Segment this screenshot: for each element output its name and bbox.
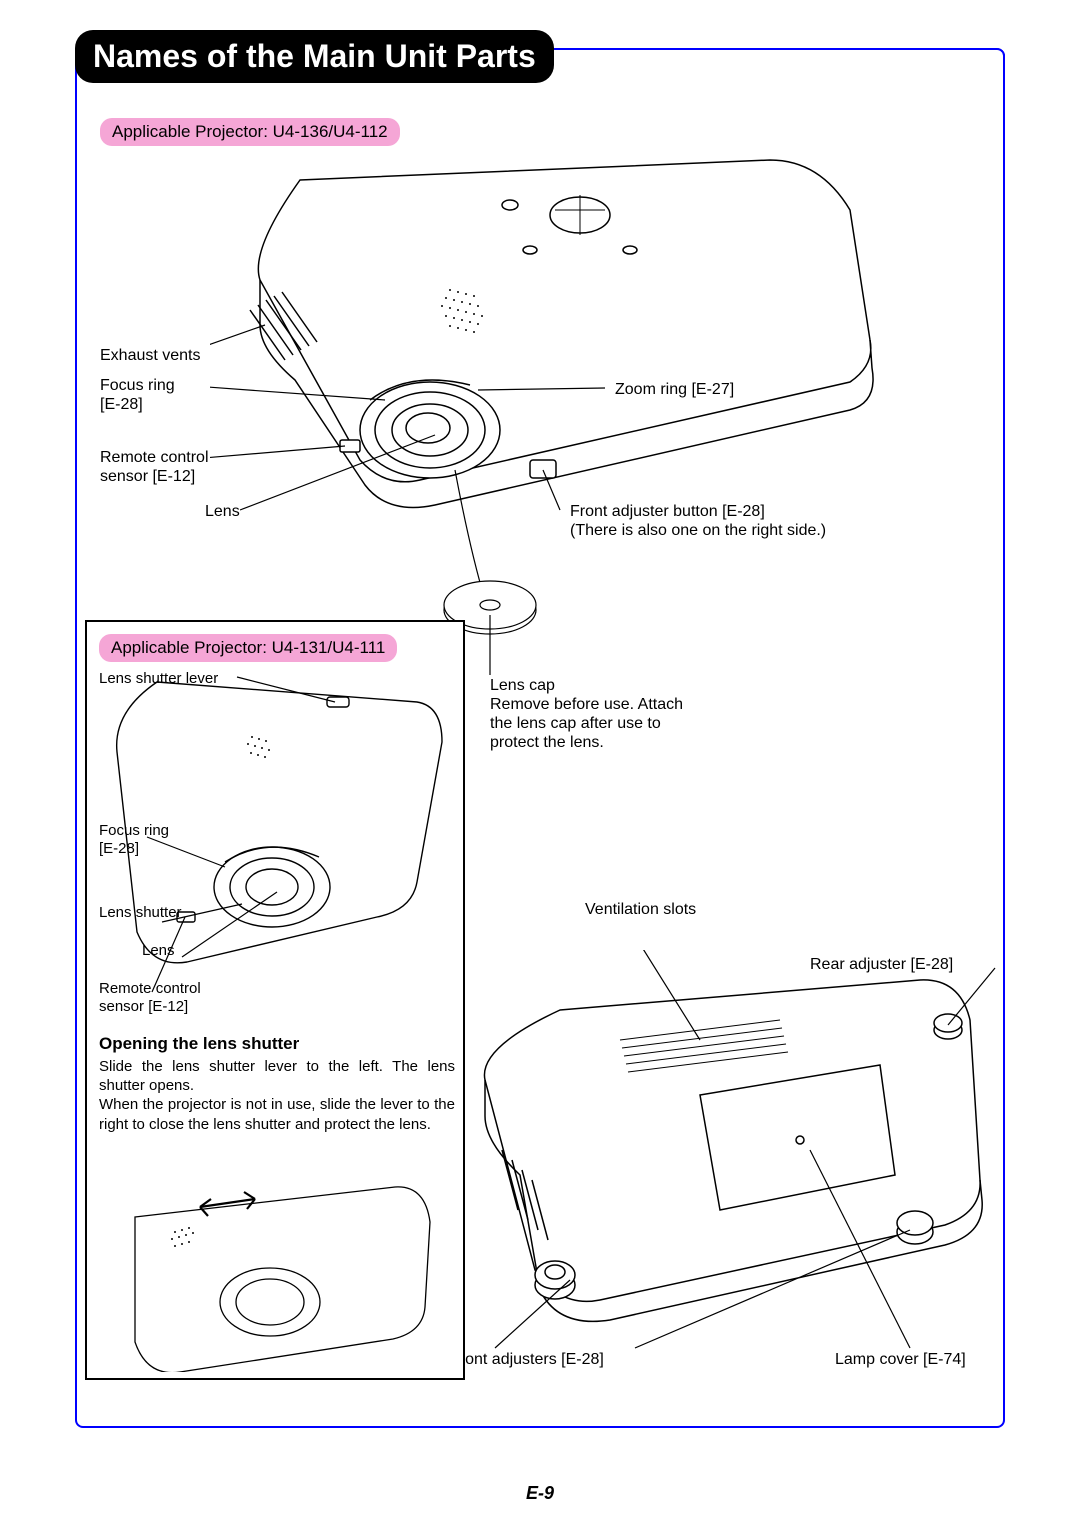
label-remote-sensor-1: Remote control bbox=[100, 448, 209, 468]
label-front-adj-btn-1: Front adjuster button [E-28] bbox=[570, 502, 765, 522]
label-inset-focus-ring-ref: [E-28] bbox=[99, 840, 139, 859]
body-lens-shutter: Slide the lens shutter lever to the left… bbox=[99, 1057, 455, 1134]
label-inset-lens: Lens bbox=[142, 942, 175, 961]
label-inset-focus-ring: Focus ring bbox=[99, 822, 169, 841]
badge-top-model: Applicable Projector: U4-136/U4-112 bbox=[100, 118, 400, 146]
diagram-projector-bottom bbox=[440, 950, 1000, 1370]
label-inset-lens-shutter: Lens shutter bbox=[99, 904, 182, 923]
badge-inset-model: Applicable Projector: U4-131/U4-111 bbox=[99, 634, 397, 662]
label-remote-sensor-2: sensor [E-12] bbox=[100, 467, 195, 487]
label-exhaust-vents: Exhaust vents bbox=[100, 346, 201, 366]
label-zoom-ring: Zoom ring [E-27] bbox=[615, 380, 734, 400]
label-ventilation-slots: Ventilation slots bbox=[585, 900, 696, 920]
label-front-adjusters: Front adjusters [E-28] bbox=[450, 1350, 604, 1370]
label-lens-cap-3: the lens cap after use to bbox=[490, 714, 661, 734]
label-lens: Lens bbox=[205, 502, 240, 522]
diagram-inset-shutter-action bbox=[95, 1177, 455, 1372]
diagram-projector-top bbox=[210, 150, 910, 680]
inset-box: Applicable Projector: U4-131/U4-111 bbox=[85, 620, 465, 1380]
label-inset-shutter-lever: Lens shutter lever bbox=[99, 670, 218, 689]
page-title: Names of the Main Unit Parts bbox=[75, 30, 554, 83]
label-rear-adjuster: Rear adjuster [E-28] bbox=[810, 955, 953, 975]
label-lens-cap-2: Remove before use. Attach bbox=[490, 695, 683, 715]
label-lens-cap-1: Lens cap bbox=[490, 676, 555, 696]
label-focus-ring-ref: [E-28] bbox=[100, 395, 143, 415]
label-lamp-cover: Lamp cover [E-74] bbox=[835, 1350, 966, 1370]
label-inset-remote-1: Remote control bbox=[99, 980, 201, 999]
page-number: E-9 bbox=[0, 1483, 1080, 1504]
label-focus-ring: Focus ring bbox=[100, 376, 175, 396]
label-lens-cap-4: protect the lens. bbox=[490, 733, 604, 753]
label-inset-remote-2: sensor [E-12] bbox=[99, 998, 188, 1017]
label-front-adj-btn-2: (There is also one on the right side.) bbox=[570, 521, 826, 541]
heading-lens-shutter: Opening the lens shutter bbox=[99, 1034, 299, 1054]
